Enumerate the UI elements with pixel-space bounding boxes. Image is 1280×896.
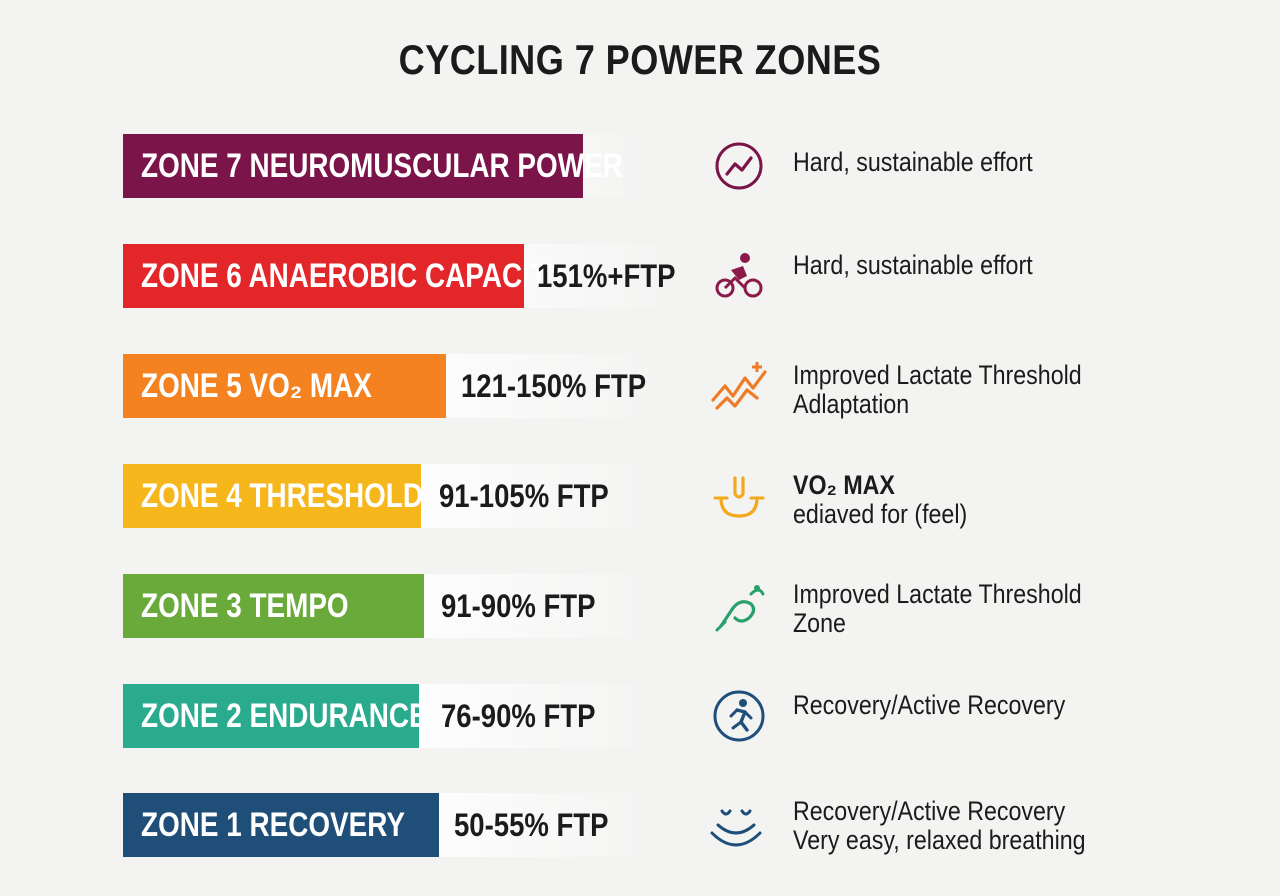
zone-1-ftp: 50-55% FTP bbox=[454, 806, 609, 843]
zone-row-2: ZONE 2 ENDURANCE 76-90% FTP bbox=[123, 684, 1223, 748]
zone-3-bar: ZONE 3 TEMPO bbox=[123, 574, 424, 638]
zone-3-label: ZONE 3 TEMPO bbox=[141, 586, 349, 625]
zone-5-description: Improved Lactate Threshold Adlaptation bbox=[793, 360, 1082, 419]
zone-6-description: Hard, sustainable effort bbox=[793, 250, 1033, 280]
zone-6-label: ZONE 6 ANAEROBIC CAPACITY bbox=[141, 256, 566, 295]
tempo-icon bbox=[715, 585, 765, 632]
zone-row-4: ZONE 4 THRESHOLD 91-105% FTP bbox=[123, 464, 1223, 528]
zone-row-3: ZONE 3 TEMPO 91-90% FTP bbox=[123, 574, 1223, 638]
zone-4-description: VO₂ MAX ediaved for (feel) bbox=[793, 470, 968, 529]
zone-2-bar: ZONE 2 ENDURANCE bbox=[123, 684, 428, 748]
zone-row-7: ZONE 7 NEUROMUSCULAR POWER bbox=[123, 134, 1223, 198]
zone-1-bar: ZONE 1 RECOVERY bbox=[123, 793, 439, 857]
trend-line-icon bbox=[715, 142, 763, 190]
zone-5-bar: ZONE 5 VO₂ MAX bbox=[123, 354, 446, 418]
page-title: CYCLING 7 POWER ZONES bbox=[398, 36, 882, 83]
cyclist-icon bbox=[715, 253, 763, 298]
zone-1-description: Recovery/Active Recovery Very easy, rela… bbox=[793, 796, 1086, 855]
zone-2-label: ZONE 2 ENDURANCE bbox=[141, 696, 428, 735]
zone-5-ftp: 121-150% FTP bbox=[461, 367, 647, 404]
zone-row-1: ZONE 1 RECOVERY 50-55% FTP bbox=[123, 793, 1223, 857]
zone-6-ftp: 151%+FTP bbox=[537, 257, 676, 294]
zone-row-5: ZONE 5 VO₂ MAX 121-150% FTP bbox=[123, 354, 1223, 418]
zone-3-description: Improved Lactate Threshold Zone bbox=[793, 579, 1082, 638]
zone-1-label: ZONE 1 RECOVERY bbox=[141, 805, 405, 844]
zone-row-6: ZONE 6 ANAEROBIC CAPACITY 151%+FTP bbox=[123, 244, 1223, 308]
zigzag-chart-icon bbox=[711, 362, 767, 410]
zone-7-description: Hard, sustainable effort bbox=[793, 147, 1033, 177]
zone-4-label: ZONE 4 THRESHOLD bbox=[141, 476, 423, 515]
zone-4-bar: ZONE 4 THRESHOLD bbox=[123, 464, 423, 528]
zone-2-ftp: 76-90% FTP bbox=[441, 697, 596, 734]
zone-7-bar: ZONE 7 NEUROMUSCULAR POWER bbox=[123, 134, 623, 198]
runner-icon bbox=[713, 690, 765, 742]
zone-4-ftp: 91-105% FTP bbox=[439, 477, 609, 514]
zone-3-ftp: 91-90% FTP bbox=[441, 587, 596, 624]
zone-2-description: Recovery/Active Recovery bbox=[793, 690, 1066, 720]
zone-7-label: ZONE 7 NEUROMUSCULAR POWER bbox=[141, 146, 623, 185]
zone-6-bar: ZONE 6 ANAEROBIC CAPACITY bbox=[123, 244, 565, 308]
zone-5-label: ZONE 5 VO₂ MAX bbox=[141, 366, 372, 405]
threshold-icon bbox=[713, 476, 765, 518]
relaxed-face-icon bbox=[710, 809, 762, 847]
